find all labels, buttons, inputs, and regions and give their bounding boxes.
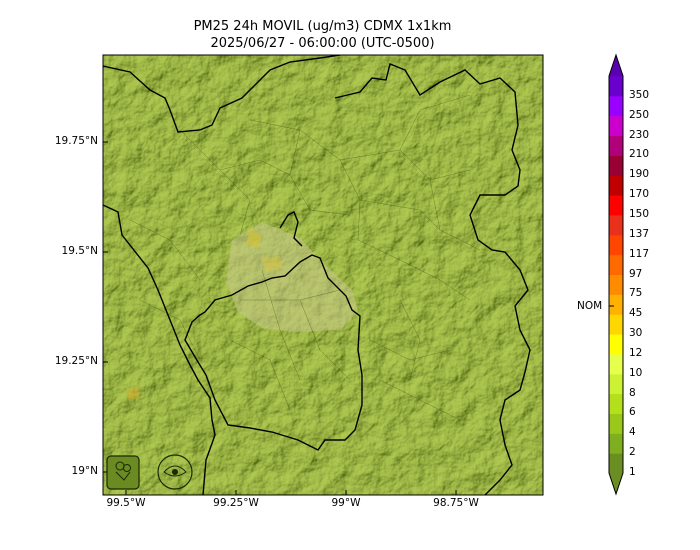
colorbar-segment [609, 274, 623, 295]
colorbar-segment [609, 195, 623, 216]
colorbar-level-label: 117 [629, 247, 650, 260]
colorbar-segment [609, 294, 623, 315]
colorbar-level-label: 4 [629, 426, 636, 439]
colorbar-level-label: 137 [629, 227, 650, 240]
elevated-concentration-patch [246, 228, 262, 248]
air-quality-logo [157, 454, 193, 490]
colorbar-segment [609, 135, 623, 156]
lat-label: 19°N [71, 465, 98, 477]
map-axis-ticks [103, 141, 457, 495]
map-timestamp: 2025/06/27 - 06:00:00 (UTC-0500) [210, 36, 435, 51]
colorbar-level-label: 97 [629, 267, 643, 280]
colorbar-level-label: 30 [629, 327, 643, 340]
colorbar-level-label: 75 [629, 287, 643, 300]
colorbar-level-label: 6 [629, 406, 636, 419]
colorbar-level-label: 2 [629, 446, 636, 459]
colorbar-segment [609, 413, 623, 434]
colorbar-segment [609, 353, 623, 375]
colorbar-segment [609, 175, 623, 196]
colorbar-segment [609, 115, 623, 137]
lon-label: 99°W [331, 497, 361, 509]
map-frame [102, 54, 544, 496]
colorbar-over-extension [609, 55, 623, 76]
lat-label: 19.75°N [54, 135, 98, 147]
map-title: PM25 24h MOVIL (ug/m3) CDMX 1x1km [193, 19, 452, 34]
elevated-concentration-patch [126, 386, 140, 400]
municipal-boundaries [129, 94, 481, 421]
lon-label: 99.5°W [106, 497, 146, 509]
colorbar-segment [609, 373, 623, 395]
colorbar-segment [609, 234, 623, 256]
sedema-logo [106, 455, 140, 490]
colorbar-level-label: 210 [629, 148, 650, 161]
colorbar-level-label: 350 [629, 88, 650, 101]
colorbar-segment [609, 453, 623, 474]
lon-label: 98.75°W [433, 497, 479, 509]
colorbar-segment [609, 95, 623, 117]
lat-label: 19.5°N [61, 245, 98, 257]
colorbar-level-label: 10 [629, 366, 643, 379]
nom-marker-label: NOM [577, 300, 603, 312]
colorbar-segment [609, 334, 623, 355]
colorbar-level-label: 190 [629, 168, 650, 181]
colorbar-level-label: 150 [629, 207, 650, 220]
colorbar-segment [609, 155, 623, 176]
colorbar-segment [609, 433, 623, 454]
colorbar-level-label: 250 [629, 108, 650, 121]
colorbar-segment [609, 393, 623, 414]
state-boundaries [103, 55, 531, 495]
colorbar-level-label: 170 [629, 188, 650, 201]
urban-area-shading [226, 222, 358, 332]
lat-label: 19.25°N [54, 355, 98, 367]
colorbar-frame [608, 53, 624, 496]
colorbar [609, 55, 623, 494]
colorbar-level-label: 230 [629, 128, 650, 141]
lon-label: 99.25°W [213, 497, 259, 509]
colorbar-under-extension [609, 473, 623, 494]
elevated-concentration-patch [262, 256, 282, 272]
colorbar-level-label: 1 [629, 466, 636, 478]
colorbar-segment [609, 314, 623, 335]
colorbar-segment [609, 254, 623, 275]
colorbar-level-label: 12 [629, 346, 643, 359]
map-panel [103, 55, 543, 495]
colorbar-level-label: 45 [629, 307, 643, 320]
colorbar-segment [609, 214, 623, 236]
colorbar-segment [609, 76, 623, 97]
colorbar-level-label: 8 [629, 386, 636, 399]
